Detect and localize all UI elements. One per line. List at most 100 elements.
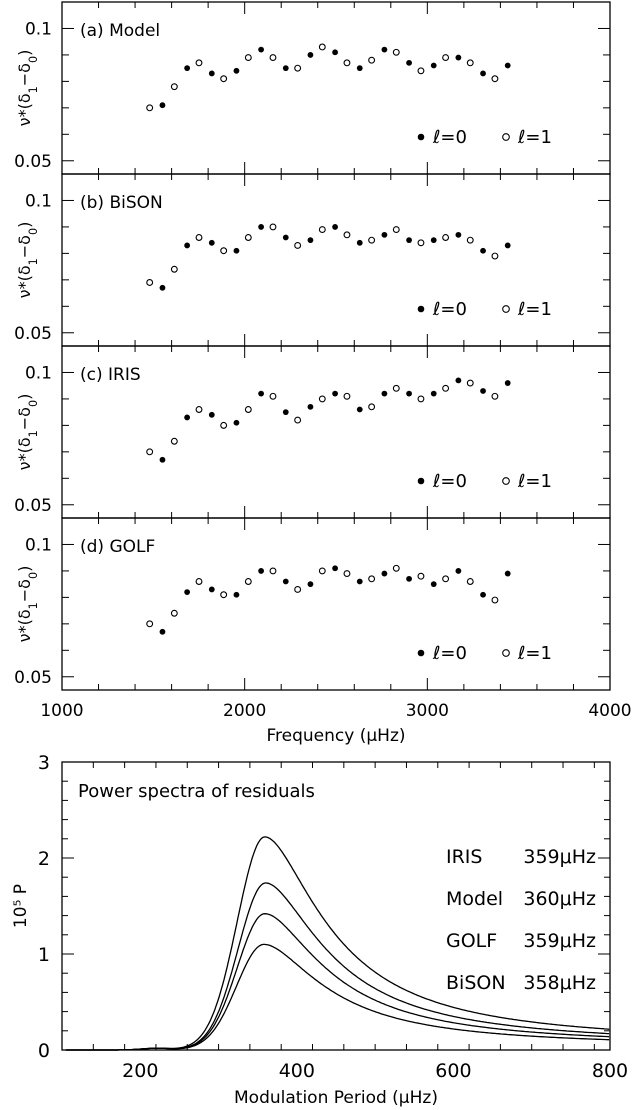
data-point-l0 xyxy=(455,231,462,238)
data-point-l0 xyxy=(233,247,240,254)
x-tick-label: 3000 xyxy=(406,701,449,721)
legend-marker-l0 xyxy=(417,305,425,313)
data-point-l0 xyxy=(332,49,338,56)
data-point-l0 xyxy=(258,568,265,574)
data-point-l0 xyxy=(258,224,265,230)
data-point-l0 xyxy=(455,568,462,574)
x-tick-label: 400 xyxy=(279,1060,315,1082)
y-tick-label: 2 xyxy=(38,848,50,870)
data-point-l0 xyxy=(455,377,462,384)
data-point-l0 xyxy=(381,46,388,53)
data-point-l0 xyxy=(480,591,486,598)
x-tick-label: 800 xyxy=(592,1060,628,1082)
data-point-l0 xyxy=(233,67,240,74)
data-point-l0 xyxy=(406,390,412,397)
panel-label: (b) BiSON xyxy=(80,193,163,213)
data-point-l0 xyxy=(430,237,437,244)
data-point-l1 xyxy=(368,56,376,64)
data-point-l0 xyxy=(406,59,412,66)
y-tick-label: 0.1 xyxy=(25,363,52,383)
data-point-l0 xyxy=(406,237,412,244)
y-axis-label: 10⁵ P xyxy=(11,884,31,928)
y-axis-label: ν*(δ1−δ0) xyxy=(15,222,40,299)
data-point-l1 xyxy=(195,59,203,67)
data-point-l0 xyxy=(208,411,215,418)
data-point-l0 xyxy=(504,380,511,386)
y-axis-label: ν*(δ1−δ0) xyxy=(15,566,40,643)
data-point-l0 xyxy=(159,102,166,109)
data-point-l1 xyxy=(195,578,203,585)
data-point-l1 xyxy=(491,596,499,604)
data-point-l1 xyxy=(269,54,277,62)
data-point-l1 xyxy=(146,104,154,112)
data-point-l1 xyxy=(146,448,154,456)
panel-bbison: 0.1 0.05 ν*(δ1−δ0) (b) BiSON ℓ=0 ℓ=1 xyxy=(14,173,611,347)
data-point-l1 xyxy=(466,236,474,244)
data-point-l1 xyxy=(343,570,351,578)
data-point-l0 xyxy=(356,65,363,72)
data-point-l1 xyxy=(417,395,425,403)
data-point-l0 xyxy=(406,575,412,582)
x-tick-label: 600 xyxy=(435,1060,471,1082)
panel-ciris: 0.1 0.05 ν*(δ1−δ0) (c) IRIS ℓ=0 ℓ=1 xyxy=(14,345,611,519)
data-point-l0 xyxy=(184,242,191,249)
data-point-l1 xyxy=(294,416,302,424)
data-point-l1 xyxy=(392,384,400,392)
data-point-l0 xyxy=(258,46,265,53)
x-tick-label: 4000 xyxy=(588,701,631,721)
data-point-l1 xyxy=(294,585,302,593)
data-point-l1 xyxy=(318,43,326,51)
data-point-l0 xyxy=(282,409,289,416)
data-point-l0 xyxy=(159,284,166,291)
data-point-l0 xyxy=(307,52,314,58)
legend-marker-l1 xyxy=(502,305,510,313)
series-line-bison xyxy=(65,943,610,1051)
data-point-l0 xyxy=(504,570,511,577)
data-point-l1 xyxy=(417,67,425,75)
y-tick-label: 1 xyxy=(38,944,50,966)
data-point-l1 xyxy=(318,395,326,403)
data-point-l0 xyxy=(282,578,289,585)
data-point-l0 xyxy=(184,589,191,595)
data-point-l1 xyxy=(417,572,425,580)
series-label-name: IRIS xyxy=(446,846,482,868)
data-point-l0 xyxy=(430,581,437,588)
data-point-l1 xyxy=(220,421,228,429)
plot-frame xyxy=(61,761,611,1051)
data-point-l1 xyxy=(343,392,351,400)
data-point-l1 xyxy=(294,241,302,249)
legend-label-l1: ℓ=1 xyxy=(517,471,552,492)
legend-marker-l0 xyxy=(417,649,425,657)
data-point-l0 xyxy=(208,70,215,77)
data-point-l1 xyxy=(491,392,499,400)
legend-label-l1: ℓ=1 xyxy=(517,127,552,148)
data-point-l1 xyxy=(368,236,376,244)
panel-label: (a) Model xyxy=(80,21,160,41)
panel-amodel: 0.1 0.05 ν*(δ1−δ0) (a) Model ℓ=0 ℓ=1 xyxy=(14,1,611,175)
data-point-l1 xyxy=(269,392,277,400)
data-point-l0 xyxy=(332,565,338,572)
data-point-l1 xyxy=(146,279,154,286)
data-point-l0 xyxy=(430,62,437,69)
data-point-l0 xyxy=(184,414,191,421)
y-tick-label: 0.1 xyxy=(25,535,52,555)
data-point-l0 xyxy=(381,570,388,577)
legend-label-l0: ℓ=0 xyxy=(432,471,467,492)
data-point-l0 xyxy=(480,70,486,77)
y-axis-label: ν*(δ1−δ0) xyxy=(15,394,40,471)
data-point-l1 xyxy=(442,575,450,583)
data-point-l1 xyxy=(294,64,302,72)
series-label-value: 359μHz xyxy=(523,846,596,868)
chart-title: Power spectra of residuals xyxy=(78,781,315,802)
legend-marker-l0 xyxy=(417,477,425,485)
data-point-l0 xyxy=(159,628,166,635)
x-tick-label: 2000 xyxy=(223,701,266,721)
panel-power-spectra: 0 1 2 3 200 400 600 800 Modulation Period (μHz) 1… xyxy=(11,752,628,1108)
x-tick-label: 200 xyxy=(122,1060,158,1082)
data-point-l1 xyxy=(491,252,499,260)
data-point-l0 xyxy=(480,388,486,394)
data-point-l0 xyxy=(208,239,215,246)
data-point-l0 xyxy=(504,242,511,249)
legend-marker-l0 xyxy=(417,133,425,141)
